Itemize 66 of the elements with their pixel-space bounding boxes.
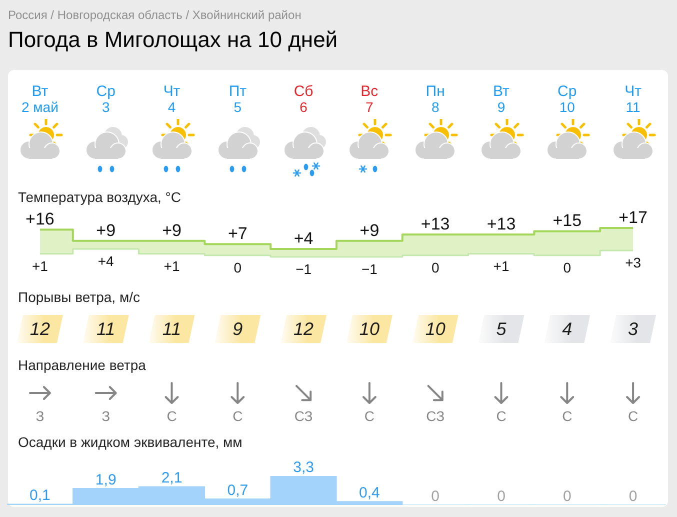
data-label: 12: [30, 319, 50, 339]
data-label: З: [102, 408, 110, 424]
x-tick-label: Пн 8: [426, 83, 445, 116]
x-tick-label: Чт 4: [163, 83, 180, 116]
x-tick-label: Пт 5: [228, 83, 246, 116]
data-label: 0: [562, 488, 572, 505]
chart-title: Осадки в жидком эквиваленте, мм: [18, 433, 242, 451]
data-label: +1: [32, 258, 48, 274]
data-label: 11: [162, 319, 182, 339]
text: Направление ветра: [18, 356, 146, 374]
text: Россия / Новгородская область / Хвойнинский район: [8, 7, 302, 23]
data-label: З: [36, 408, 44, 424]
x-tick-label: Вт 2 май: [21, 83, 58, 116]
x-tick-label: Ср 3: [96, 83, 116, 116]
data-label: +15: [552, 211, 582, 230]
data-label: 12: [294, 319, 314, 339]
data-label: СЗ: [294, 408, 313, 424]
x-tick-label: Вт 9: [493, 83, 510, 116]
data-label: 11: [96, 319, 116, 339]
data-label: 4: [562, 319, 572, 339]
data-label: +13: [420, 214, 450, 234]
data-label: −1: [296, 261, 312, 277]
data-label: −1: [361, 261, 378, 277]
text: Порывы ветра, м/с: [18, 288, 140, 306]
data-label: +9: [96, 220, 116, 240]
data-label: +9: [360, 220, 380, 240]
data-label: 0,7: [227, 482, 248, 499]
chart-title: Температура воздуха, °C: [18, 188, 181, 206]
data-label: 0,4: [359, 484, 380, 502]
data-label: +4: [98, 252, 114, 269]
data-label: 0: [628, 488, 638, 505]
data-label: 3: [628, 319, 638, 339]
data-label: 1,9: [95, 471, 116, 488]
data-label: +17: [618, 208, 648, 227]
data-label: +9: [162, 220, 182, 240]
text: Погода в Миголощах на 10 дней: [8, 27, 338, 53]
data-label: С: [628, 408, 638, 424]
data-label: 10: [359, 319, 380, 339]
data-label: 0: [431, 488, 440, 505]
data-label: 3,3: [293, 459, 314, 476]
x-tick-label: Чт 11: [624, 83, 642, 116]
data-label: 0: [431, 259, 440, 276]
data-label: 2,1: [161, 470, 182, 487]
data-label: +16: [26, 210, 54, 229]
data-label: 10: [425, 319, 446, 339]
data-label: 9: [232, 319, 243, 339]
data-label: 0: [497, 488, 506, 505]
data-label: 5: [496, 319, 508, 339]
data-label: +4: [294, 228, 314, 248]
data-label: +3: [625, 254, 642, 271]
data-label: +1: [164, 258, 180, 274]
data-label: С: [364, 408, 375, 424]
data-label: С: [232, 408, 243, 424]
data-label: 0,1: [30, 487, 50, 504]
data-label: СЗ: [426, 408, 445, 424]
data-label: С: [496, 408, 506, 424]
data-label: С: [562, 408, 572, 424]
x-tick-label: Вс 7: [360, 83, 378, 116]
data-label: +13: [486, 214, 516, 234]
data-label: С: [166, 408, 177, 424]
data-label: +1: [493, 258, 510, 274]
x-tick-label: Ср 10: [558, 83, 577, 116]
data-label: 0: [563, 259, 572, 276]
x-tick-label: Сб 6: [294, 83, 314, 116]
data-label: +7: [228, 224, 248, 244]
data-label: 0: [234, 259, 242, 276]
